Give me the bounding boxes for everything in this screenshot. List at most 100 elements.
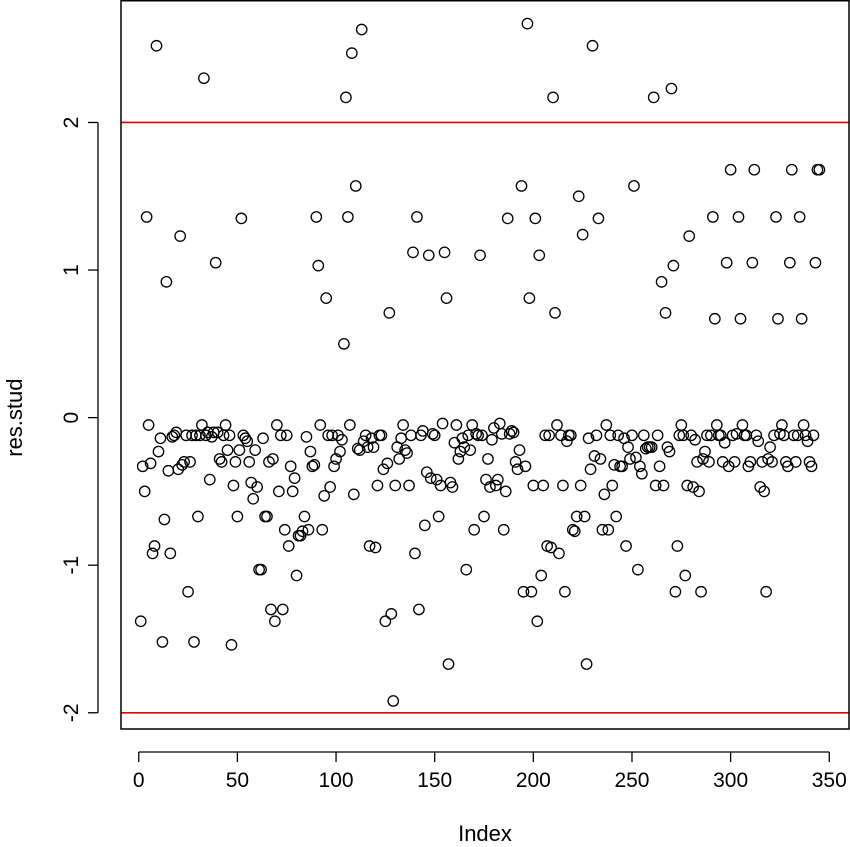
data-point <box>685 429 698 442</box>
data-point <box>770 211 782 223</box>
data-point <box>274 429 287 442</box>
data-point <box>545 541 557 554</box>
data-point <box>701 429 713 442</box>
data-point <box>468 523 480 536</box>
data-point <box>460 563 473 576</box>
data-point <box>397 419 409 431</box>
data-point <box>521 17 534 30</box>
data-point <box>529 212 542 225</box>
x-tick-label: 100 <box>319 769 354 792</box>
data-point <box>426 428 439 440</box>
data-point <box>724 163 737 176</box>
data-point <box>499 485 512 498</box>
x-tick-label: 0 <box>133 769 145 792</box>
x-tick-label: 200 <box>516 769 551 792</box>
data-point <box>326 429 338 442</box>
data-point <box>164 547 177 560</box>
data-point <box>707 211 719 223</box>
data-point <box>170 426 183 439</box>
data-point <box>671 540 684 552</box>
y-tick-label: 1 <box>60 264 83 276</box>
data-point <box>428 429 441 442</box>
data-point <box>316 523 329 536</box>
data-point <box>265 603 277 616</box>
data-points <box>134 17 826 707</box>
data-point <box>667 259 680 272</box>
x-tick-label: 50 <box>226 769 249 792</box>
data-point <box>754 481 767 493</box>
data-point <box>424 472 437 484</box>
data-point <box>158 513 171 526</box>
data-point <box>407 246 419 259</box>
data-point <box>184 456 196 468</box>
data-point <box>564 429 577 442</box>
data-point <box>637 429 650 442</box>
data-point <box>245 476 258 489</box>
data-point <box>188 636 200 648</box>
data-point <box>513 444 526 456</box>
data-point <box>657 479 670 492</box>
data-point <box>312 259 325 272</box>
data-point <box>276 603 289 616</box>
data-point <box>501 212 514 225</box>
data-point <box>148 540 161 552</box>
data-point <box>349 180 362 192</box>
data-point <box>793 211 806 223</box>
data-point <box>150 39 163 52</box>
data-point <box>223 429 236 442</box>
data-point <box>345 47 358 59</box>
data-point <box>606 479 619 492</box>
data-point <box>255 563 267 576</box>
data-point <box>367 441 380 453</box>
data-point <box>511 463 524 476</box>
data-point <box>347 488 360 501</box>
data-point <box>693 485 705 498</box>
data-point <box>450 419 463 431</box>
data-point <box>695 585 707 598</box>
y-tick-label: 0 <box>60 412 83 424</box>
data-point <box>497 523 510 536</box>
data-point <box>233 444 246 456</box>
data-point <box>531 615 544 628</box>
data-point <box>395 432 408 445</box>
data-point <box>310 211 323 223</box>
data-point <box>760 585 772 598</box>
data-point <box>399 444 411 456</box>
data-point <box>409 547 421 560</box>
data-point <box>647 91 660 104</box>
data-point <box>338 337 350 350</box>
data-point <box>385 608 398 620</box>
data-point <box>734 312 747 325</box>
data-point <box>574 479 587 492</box>
data-point <box>403 479 415 492</box>
data-point <box>271 419 283 431</box>
data-point <box>269 615 281 628</box>
data-point <box>580 658 593 670</box>
data-point <box>134 615 147 628</box>
data-point <box>178 456 190 468</box>
data-point <box>290 569 303 582</box>
data-point <box>527 479 540 492</box>
data-point <box>174 230 187 242</box>
data-point <box>805 460 818 473</box>
data-point <box>509 456 522 468</box>
data-point <box>691 456 703 468</box>
data-point <box>635 467 648 480</box>
data-point <box>547 91 559 104</box>
data-point <box>791 429 804 442</box>
data-point <box>344 419 356 431</box>
data-point <box>162 464 175 477</box>
data-point <box>517 585 530 598</box>
data-point <box>383 307 396 319</box>
data-point <box>436 417 449 430</box>
data-point <box>284 460 297 473</box>
data-point <box>758 485 771 498</box>
data-point <box>525 585 538 598</box>
data-point <box>146 547 159 560</box>
data-point <box>764 441 776 453</box>
data-point <box>681 479 694 492</box>
data-point <box>219 419 232 431</box>
data-point <box>669 585 682 598</box>
data-point <box>182 585 194 598</box>
